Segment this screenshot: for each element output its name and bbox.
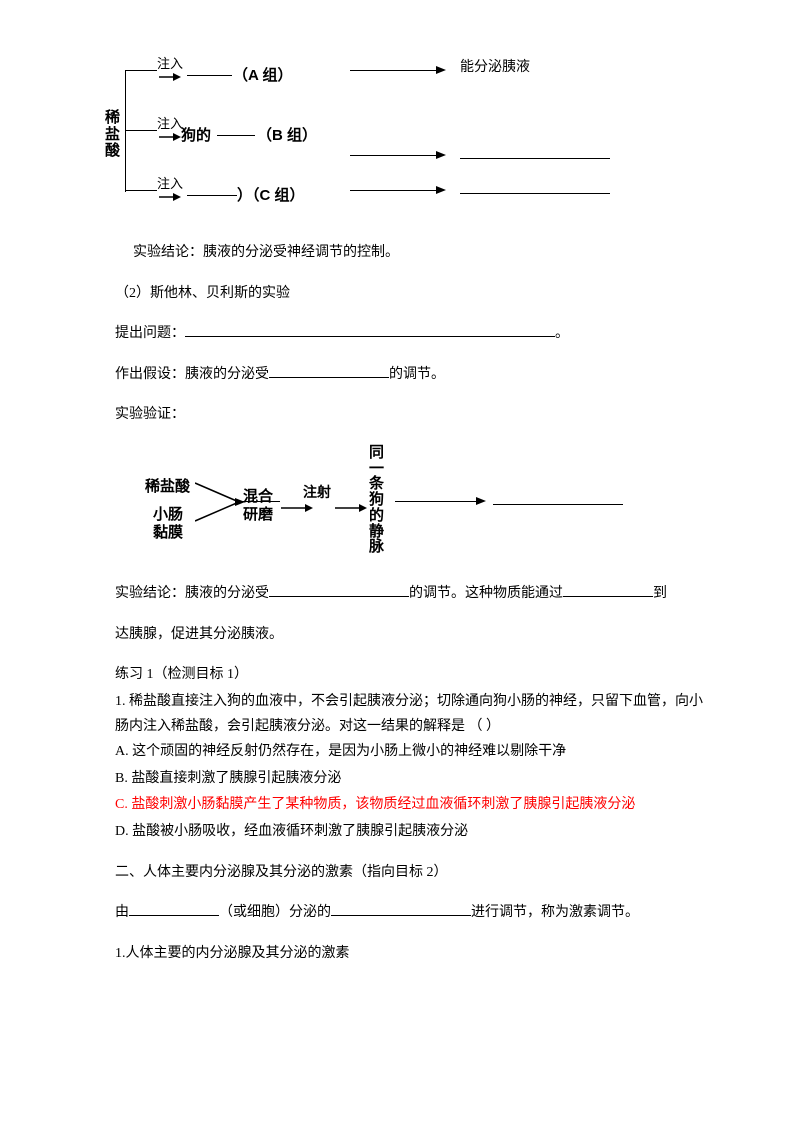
acid-label: 稀 盐 酸	[105, 110, 120, 160]
diagram-1: 稀 盐 酸 注入 （A 组） 能分泌胰液 注入 狗的 （B 组） 注入 ）（C …	[115, 50, 710, 220]
d2-result-blank	[493, 504, 623, 505]
arrow-a2	[350, 70, 445, 71]
d2-acid: 稀盐酸	[145, 473, 190, 502]
exercise-1-title: 练习 1（检测目标 1）	[115, 662, 710, 689]
d2-grind: 研磨	[243, 501, 273, 530]
d2-inject: 注射	[303, 479, 331, 506]
exercise-1-c: C. 盐酸刺激小肠黏膜产生了某种物质，该物质经过血液循环刺激了胰腺引起胰液分泌	[115, 792, 710, 819]
dog-label: 狗的	[181, 122, 211, 151]
diagram-2: 稀盐酸 小肠 黏膜 混合 研磨 注射 同 一 条 狗 的 静 脉	[145, 443, 710, 563]
exercise-1-a: A. 这个顽固的神经反射仍然存在，是因为小肠上微小的神经难以剔除干净	[115, 739, 710, 766]
hypothesis-line: 作出假设：胰液的分泌受 的调节。	[115, 362, 710, 389]
question-line: 提出问题：。	[115, 321, 710, 348]
section-2-title: （2）斯他林、贝利斯的实验	[115, 281, 710, 308]
hypothesis-pre: 作出假设：胰液的分泌受	[115, 367, 269, 382]
arrow-c2	[350, 190, 445, 191]
conclusion-1: 实验结论：胰液的分泌受神经调节的控制。	[115, 240, 710, 267]
arrow-result	[395, 501, 485, 502]
merge-lines	[195, 477, 245, 527]
fill-line: 由（或细胞）分泌的进行调节，称为激素调节。	[115, 900, 710, 927]
group-a-label: （A 组）	[233, 62, 292, 91]
d2-intestine-2: 黏膜	[153, 519, 183, 548]
question-blank	[185, 323, 555, 337]
section-2-sub: 1.人体主要的内分泌腺及其分泌的激素	[115, 941, 710, 968]
question-label: 提出问题：	[115, 326, 185, 341]
hypothesis-post: 的调节。	[389, 367, 445, 382]
exercise-1-q: 1. 稀盐酸直接注入狗的血液中，不会引起胰液分泌；切除通向狗小肠的神经，只留下血…	[115, 689, 710, 739]
group-b-label: （B 组）	[257, 122, 317, 151]
result-a: 能分泌胰液	[460, 55, 530, 82]
exercise-1-b: B. 盐酸直接刺激了胰腺引起胰液分泌	[115, 766, 710, 793]
group-c-label: ）（C 组）	[237, 182, 305, 211]
conclusion-2: 实验结论：胰液的分泌受的调节。这种物质能通过到	[115, 581, 710, 608]
section-2: 二、人体主要内分泌腺及其分泌的激素（指向目标 2）	[115, 860, 710, 887]
verify-label: 实验验证：	[115, 402, 710, 429]
arrow-c1	[159, 186, 181, 213]
d2-target: 同 一 条 狗 的 静 脉	[369, 445, 384, 555]
arrow-b1	[159, 126, 181, 153]
exercise-1-d: D. 盐酸被小肠吸收，经血液循环刺激了胰腺引起胰液分泌	[115, 819, 710, 846]
arrow-a1	[159, 66, 181, 93]
arrow-vein	[335, 497, 367, 524]
conclusion-2b: 达胰腺，促进其分泌胰液。	[115, 622, 710, 649]
hypothesis-blank	[269, 364, 389, 378]
arrow-b2	[350, 155, 445, 156]
